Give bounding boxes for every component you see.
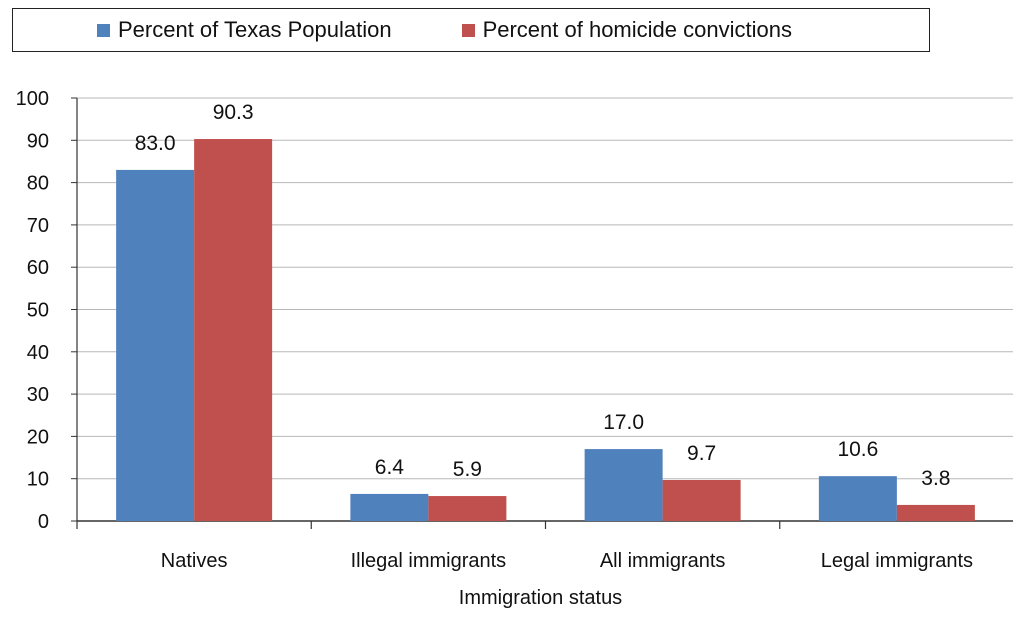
bar (818, 476, 897, 521)
data-label: 9.7 (687, 442, 716, 465)
y-tick-label: 100 (16, 88, 49, 110)
data-label: 3.8 (921, 467, 950, 490)
legend-item-homicide: Percent of homicide convictions (461, 17, 792, 43)
y-tick-label: 70 (27, 215, 49, 237)
data-label: 5.9 (453, 458, 482, 481)
y-tick-label: 50 (27, 300, 49, 322)
data-label: 17.0 (603, 411, 644, 434)
y-tick-label: 60 (27, 257, 49, 279)
legend-swatch-homicide (461, 23, 475, 37)
bar (662, 479, 741, 521)
x-category-label: Illegal immigrants (351, 550, 507, 572)
data-label: 90.3 (213, 101, 254, 124)
y-tick-label: 30 (27, 384, 49, 406)
y-tick-label: 0 (38, 511, 49, 533)
x-category-label: All immigrants (600, 550, 726, 572)
y-tick-label: 80 (27, 173, 49, 195)
data-label: 6.4 (375, 456, 405, 479)
bar (350, 493, 429, 521)
legend-swatch-population (97, 23, 110, 37)
bar (428, 496, 507, 521)
legend-label-homicide: Percent of homicide convictions (482, 17, 792, 42)
data-label: 83.0 (135, 132, 176, 155)
bar (194, 139, 273, 521)
y-tick-label: 10 (27, 469, 49, 491)
x-category-label: Natives (161, 550, 228, 572)
bar (116, 169, 195, 521)
data-label: 10.6 (837, 438, 878, 461)
chart-legend: Percent of Texas Population Percent of h… (12, 8, 930, 52)
y-tick-label: 40 (27, 342, 49, 364)
x-category-label: Legal immigrants (821, 550, 973, 572)
x-axis-title: Immigration status (459, 587, 622, 609)
legend-item-population: Percent of Texas Population (97, 17, 392, 43)
legend-label-population: Percent of Texas Population (118, 17, 392, 42)
y-tick-label: 20 (27, 426, 49, 448)
bar (896, 504, 975, 521)
y-tick-label: 90 (27, 130, 49, 152)
bar (584, 449, 663, 521)
